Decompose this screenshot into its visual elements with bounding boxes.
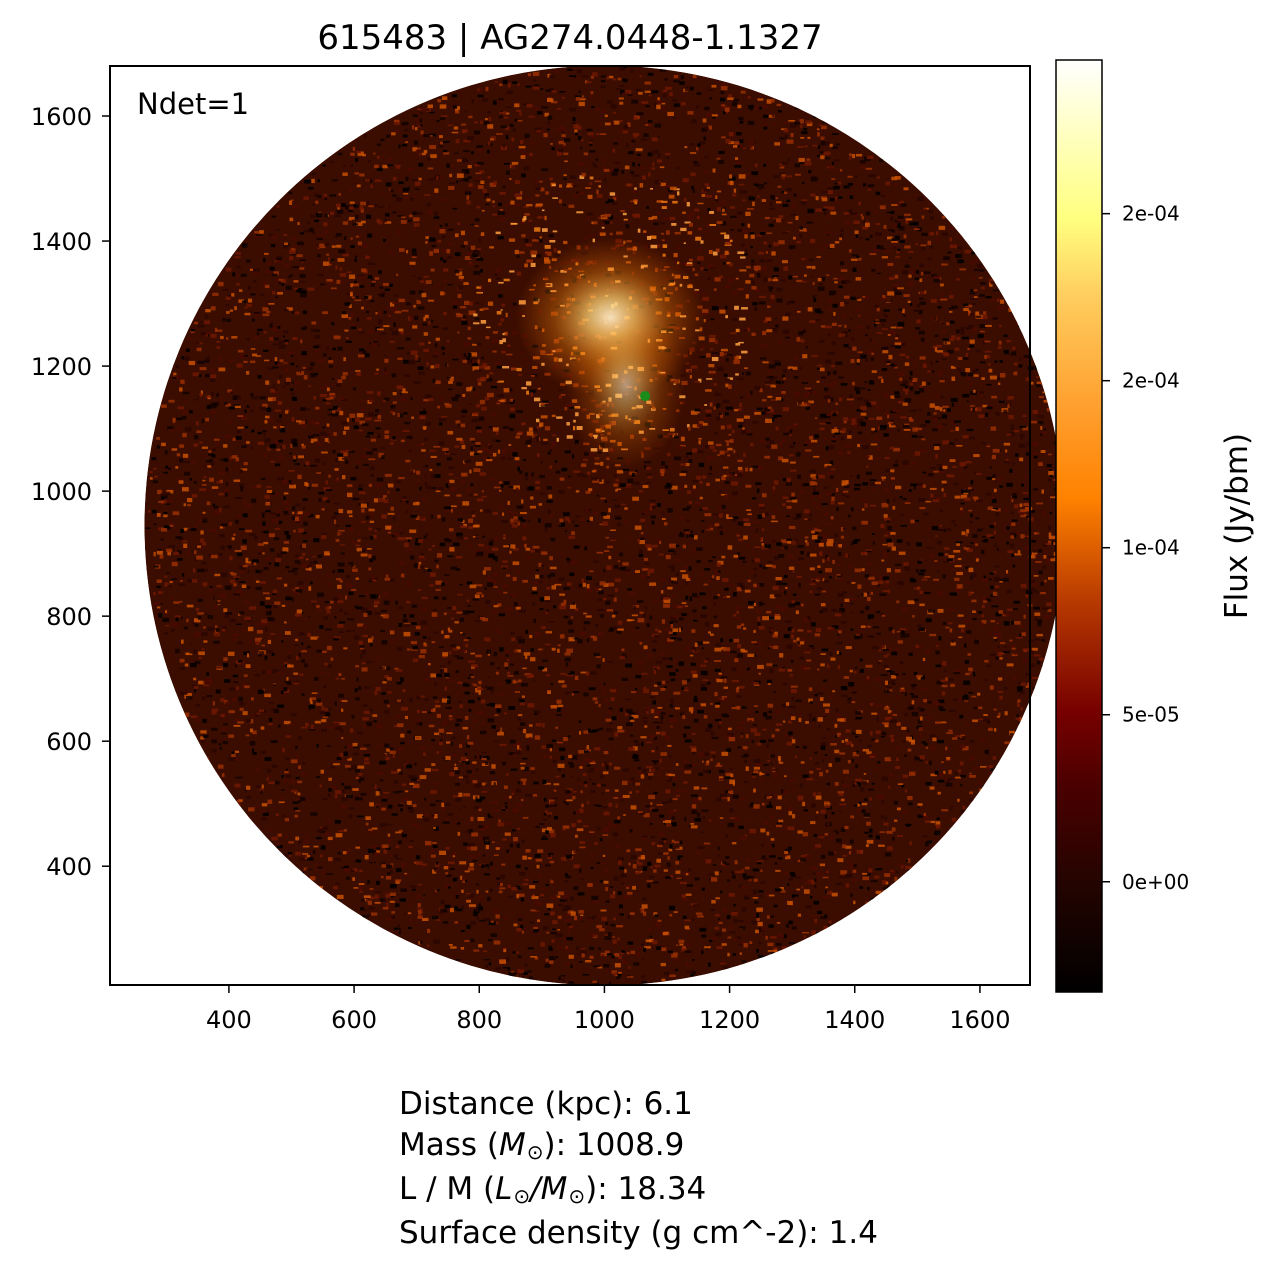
x-tick-label: 600 — [331, 1006, 377, 1034]
mass-line: Mass (M⊙): 1008.9 — [399, 1125, 878, 1169]
y-tick-label: 1600 — [31, 103, 92, 131]
lm-value: ): 18.34 — [585, 1171, 707, 1207]
y-tick-label: 1000 — [31, 478, 92, 506]
sun-symbol: ⊙ — [526, 1140, 544, 1164]
distance-value: 6.1 — [643, 1086, 693, 1122]
sun-symbol: ⊙ — [568, 1184, 586, 1208]
mass-symbol: M — [499, 1127, 526, 1163]
surface-density-value: 1.4 — [828, 1215, 878, 1251]
x-tick-label: 400 — [206, 1006, 252, 1034]
noise-texture — [145, 66, 1065, 986]
sun-symbol: ⊙ — [513, 1184, 531, 1208]
flux-map-disk — [144, 65, 1065, 986]
source-info: Distance (kpc): 6.1 Mass (M⊙): 1008.9 L … — [399, 1084, 878, 1254]
x-tick-label: 1400 — [824, 1006, 885, 1034]
lm-label: L / M ( — [399, 1171, 496, 1207]
bright-emission-tail — [565, 299, 686, 470]
y-tick-label: 1200 — [31, 353, 92, 381]
x-tick-label: 1600 — [949, 1006, 1010, 1034]
distance-label: Distance (kpc): — [399, 1086, 634, 1122]
colorbar-tick-label: 1e-04 — [1122, 536, 1180, 560]
y-tick-label: 1400 — [31, 228, 92, 256]
colorbar-tick-label: 2e-04 — [1122, 369, 1180, 393]
axes-frame — [109, 65, 1031, 986]
colorbar — [1055, 59, 1103, 993]
lm-den-symbol: M — [540, 1171, 568, 1207]
x-tick-label: 1000 — [574, 1006, 635, 1034]
lm-line: L / M (L⊙/M⊙): 18.34 — [399, 1169, 878, 1213]
y-tick-label: 400 — [46, 853, 92, 881]
chart-title: 615483 | AG274.0448-1.1327 — [317, 18, 822, 58]
colorbar-ticks: 0e+00 5e-05 1e-04 2e-04 2e-04 — [1102, 202, 1189, 894]
x-tick-label: 1200 — [699, 1006, 760, 1034]
ndet-annotation: Ndet=1 — [137, 87, 249, 121]
colorbar-tick-label: 5e-05 — [1122, 703, 1180, 727]
y-tick-label: 800 — [46, 603, 92, 631]
lm-slash: / — [530, 1171, 541, 1207]
surface-density-label: Surface density (g cm^-2): — [399, 1215, 819, 1251]
x-tick-label: 800 — [456, 1006, 502, 1034]
surface-density-line: Surface density (g cm^-2): 1.4 — [399, 1213, 878, 1254]
lm-num-symbol: L — [495, 1171, 513, 1207]
detection-marker — [640, 391, 651, 402]
colorbar-tick-label: 2e-04 — [1122, 202, 1180, 226]
distance-line: Distance (kpc): 6.1 — [399, 1084, 878, 1125]
y-tick-label: 600 — [46, 728, 92, 756]
colorbar-tick-label: 0e+00 — [1122, 870, 1189, 894]
mass-label: Mass ( — [399, 1127, 499, 1163]
axis-ticks: 400 600 800 1000 1200 1400 1600 400 600 800 1000 12… — [31, 103, 1011, 1034]
mass-value: ): 1008.9 — [543, 1127, 685, 1163]
flux-map — [144, 65, 1065, 986]
colorbar-label: Flux (Jy/bm) — [1219, 433, 1255, 619]
